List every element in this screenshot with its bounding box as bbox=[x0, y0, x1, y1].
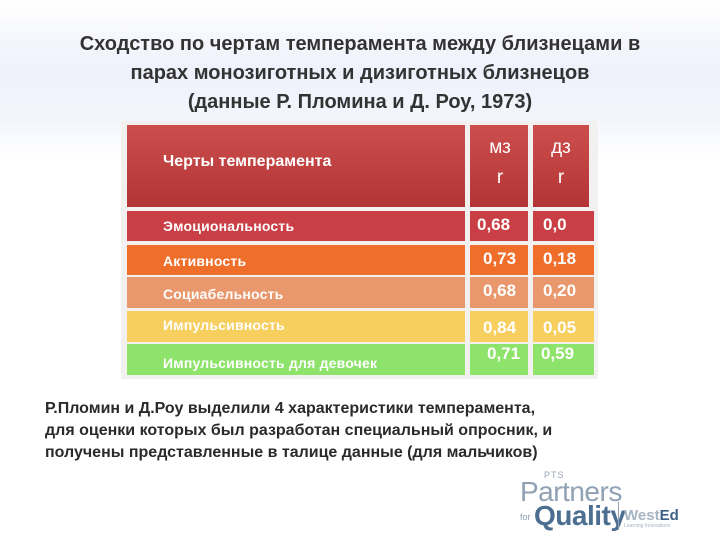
header-label: Черты темперамента bbox=[163, 153, 332, 170]
wested-a: West bbox=[624, 507, 660, 524]
row-mz-value: 0,68 bbox=[477, 215, 511, 234]
footnote: Р.Пломин и Д.Роу выделили 4 характеристи… bbox=[45, 398, 695, 464]
slide-title: Сходство по чертам темперамента между бл… bbox=[0, 30, 720, 117]
wested-logo: WestEd bbox=[624, 507, 679, 524]
row-dz-value: 0,20 bbox=[543, 281, 577, 300]
row-bg bbox=[127, 211, 594, 241]
logo-pts: PTS bbox=[544, 470, 565, 480]
column-divider bbox=[465, 121, 470, 379]
logo-tagline: Learning Innovations bbox=[624, 523, 671, 529]
row-mz-value: 0,71 bbox=[487, 344, 521, 363]
logo-partners: Partners bbox=[520, 476, 622, 507]
row-mz-value: 0,68 bbox=[483, 281, 517, 300]
row-label: Импульсивность для девочек bbox=[163, 355, 378, 371]
logo-separator bbox=[618, 502, 619, 530]
row-bg bbox=[127, 245, 594, 275]
title-line-3: (данные Р. Пломина и Д. Роу, 1973) bbox=[187, 91, 533, 113]
title-line-2: парах монозиготных и дизиготных близнецо… bbox=[130, 62, 590, 84]
table-row: Эмоциональность 0,68 0,0 bbox=[127, 211, 594, 241]
row-label: Импульсивность bbox=[163, 317, 285, 333]
row-label: Активность bbox=[163, 253, 247, 269]
header-dz: дз bbox=[551, 137, 571, 158]
note-line-1: Р.Пломин и Д.Роу выделили 4 характеристи… bbox=[45, 400, 536, 417]
partners-for-quality-logo: PTS Partners for Quality WestEd Learning… bbox=[514, 470, 714, 532]
row-bg bbox=[127, 344, 594, 375]
table-row: Активность 0,73 0,18 bbox=[127, 245, 594, 275]
header-dz-cell: дз r bbox=[533, 125, 589, 207]
note-line-3: получены представленные в талице данные … bbox=[45, 444, 538, 461]
row-dz-value: 0,05 bbox=[543, 318, 577, 337]
table-row: Импульсивность для девочек 0,71 0,59 bbox=[127, 344, 594, 375]
row-dz-value: 0,0 bbox=[543, 215, 567, 234]
table-row: Социабельность 0,68 0,20 bbox=[127, 277, 594, 308]
row-dz-value: 0,59 bbox=[541, 344, 575, 363]
header-mz: мз bbox=[489, 137, 511, 158]
row-label: Социабельность bbox=[163, 286, 284, 302]
title-line-1: Сходство по чертам темперамента между бл… bbox=[79, 33, 641, 55]
wested-b: Ed bbox=[659, 507, 679, 524]
row-bg bbox=[127, 277, 594, 308]
temperament-table: Черты темперамента мз r дз r Эмоциональн… bbox=[121, 121, 598, 379]
row-label: Эмоциональность bbox=[163, 218, 295, 234]
header-mz-r: r bbox=[496, 167, 504, 188]
note-line-2: для оценки которых был разработан специа… bbox=[45, 422, 553, 439]
row-bg bbox=[127, 311, 594, 342]
row-dz-value: 0,18 bbox=[543, 249, 577, 268]
table-row: Импульсивность 0,84 0,05 bbox=[127, 311, 594, 342]
header-mz-cell: мз r bbox=[471, 125, 529, 207]
row-mz-value: 0,73 bbox=[483, 249, 517, 268]
row-mz-value: 0,84 bbox=[483, 318, 517, 337]
header-dz-r: r bbox=[557, 167, 565, 188]
logo-quality: Quality bbox=[534, 500, 626, 531]
logo-for: for bbox=[520, 512, 531, 522]
column-divider bbox=[528, 121, 533, 379]
